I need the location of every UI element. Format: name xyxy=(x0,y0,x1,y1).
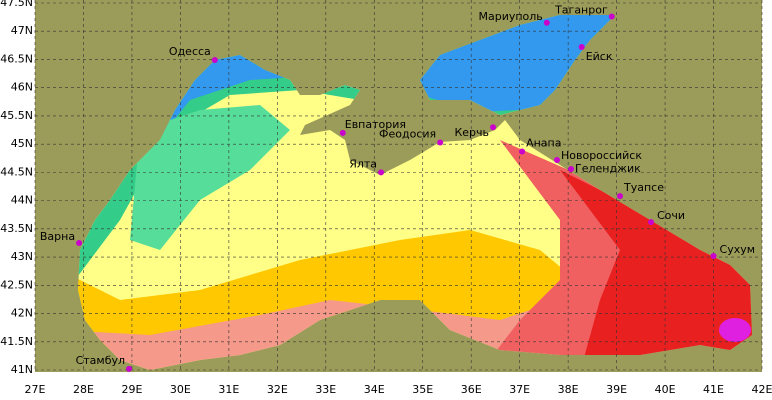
city-label: Новороссийск xyxy=(561,149,642,162)
city-label: Варна xyxy=(40,230,75,243)
city-label: Туапсе xyxy=(623,181,664,194)
city-marker xyxy=(578,44,585,51)
lat-tick-label: 46N xyxy=(11,81,33,94)
lon-tick-label: 27E xyxy=(25,383,46,396)
lat-tick-label: 45.5N xyxy=(0,109,33,122)
city-marker xyxy=(76,239,83,246)
city-marker xyxy=(126,365,133,372)
city-marker xyxy=(648,219,655,226)
city-marker xyxy=(211,57,218,64)
lon-tick-label: 34E xyxy=(364,383,385,396)
city-label: Керчь xyxy=(454,126,489,139)
city-label: Евпатория xyxy=(345,118,406,131)
city-marker xyxy=(519,148,526,155)
city-marker xyxy=(378,169,385,176)
city-marker xyxy=(543,19,550,26)
city-label: Таганрог xyxy=(554,4,608,17)
city-label: Стамбул xyxy=(76,354,125,367)
lon-tick-label: 29E xyxy=(121,383,142,396)
lon-tick-label: 39E xyxy=(606,383,627,396)
lon-tick-label: 32E xyxy=(267,383,288,396)
lon-tick-label: 33E xyxy=(315,383,336,396)
lat-tick-label: 43N xyxy=(11,250,33,263)
lat-tick-label: 41.5N xyxy=(0,335,33,348)
lat-tick-label: 46.5N xyxy=(0,52,33,65)
city-label: Ялта xyxy=(349,157,377,170)
lat-tick-label: 43.5N xyxy=(0,222,33,235)
city-label: Геленджик xyxy=(575,162,641,175)
city-label: Феодосия xyxy=(379,127,436,140)
city-marker xyxy=(608,13,615,20)
lat-tick-label: 42N xyxy=(11,307,33,320)
lat-tick-label: 47.5N xyxy=(0,0,33,9)
city-label: Сочи xyxy=(657,209,685,222)
city-marker xyxy=(437,139,444,146)
lat-tick-label: 47N xyxy=(11,24,33,37)
city-marker xyxy=(616,193,623,200)
lon-tick-label: 40E xyxy=(655,383,676,396)
lat-tick-label: 45N xyxy=(11,137,33,150)
city-label: Анапа xyxy=(526,136,561,149)
lon-tick-label: 41E xyxy=(703,383,724,396)
city-marker xyxy=(339,129,346,136)
lon-tick-label: 36E xyxy=(461,383,482,396)
lon-tick-label: 38E xyxy=(558,383,579,396)
city-marker xyxy=(710,252,717,259)
lat-tick-label: 41N xyxy=(11,363,33,376)
lon-tick-label: 35E xyxy=(412,383,433,396)
lat-tick-label: 42.5N xyxy=(0,278,33,291)
city-marker xyxy=(568,165,575,172)
city-marker xyxy=(553,156,560,163)
city-label: Мариуполь xyxy=(478,10,542,23)
city-label: Одесса xyxy=(169,45,211,58)
lon-tick-label: 30E xyxy=(170,383,191,396)
city-marker xyxy=(490,124,497,131)
city-label: Сухум xyxy=(720,243,756,256)
lon-tick-label: 37E xyxy=(509,383,530,396)
lon-tick-label: 42E xyxy=(752,383,772,396)
lat-tick-label: 44N xyxy=(11,194,33,207)
lat-tick-label: 44.5N xyxy=(0,165,33,178)
lon-tick-label: 28E xyxy=(73,383,94,396)
lon-tick-label: 31E xyxy=(218,383,239,396)
city-label: Ейск xyxy=(586,50,613,63)
